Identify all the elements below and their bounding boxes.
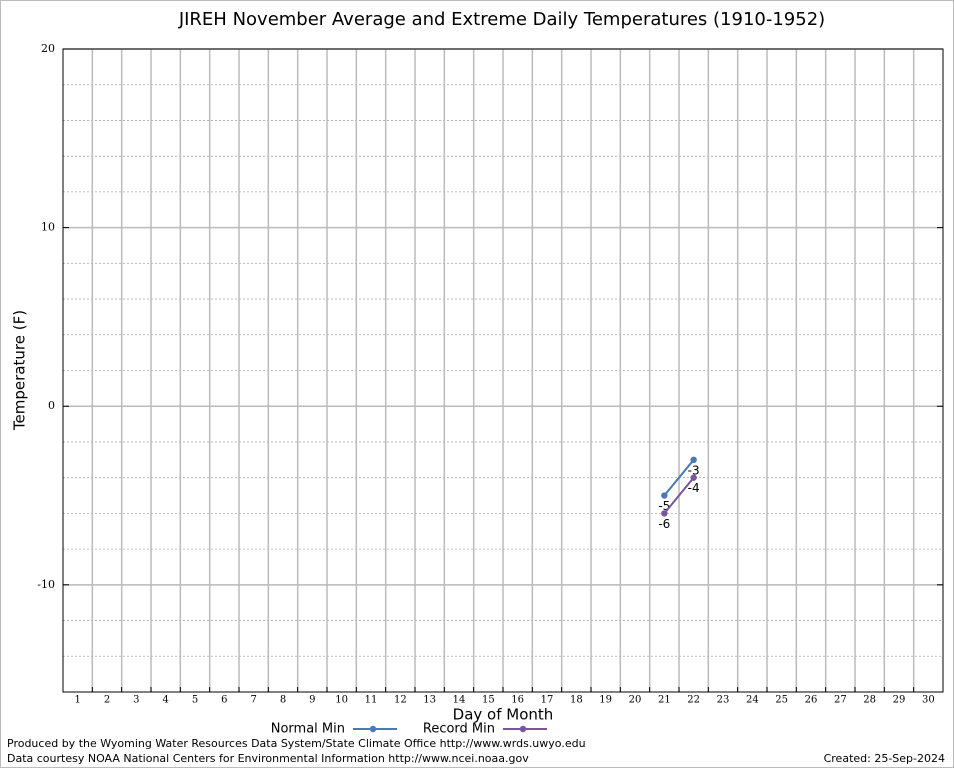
- data-label: -3: [688, 463, 700, 477]
- x-tick-label: 27: [834, 695, 847, 706]
- x-tick-label: 9: [309, 695, 315, 706]
- x-tick-label: 30: [922, 695, 935, 706]
- x-tick-label: 13: [423, 695, 436, 706]
- x-tick-label: 22: [687, 695, 700, 706]
- x-tick-label: 8: [280, 695, 286, 706]
- chart-title: JIREH November Average and Extreme Daily…: [178, 9, 825, 30]
- x-tick-label: 11: [365, 695, 378, 706]
- x-tick-label: 6: [221, 695, 227, 706]
- x-tick-label: 23: [717, 695, 730, 706]
- x-tick-label: 3: [133, 695, 139, 706]
- x-tick-label: 26: [805, 695, 818, 706]
- y-tick-label: 0: [48, 399, 55, 412]
- x-tick-label: 20: [629, 695, 642, 706]
- legend-marker: [519, 725, 527, 733]
- x-tick-label: 29: [893, 695, 906, 706]
- x-tick-label: 28: [863, 695, 876, 706]
- legend-label: Record Min: [423, 722, 495, 737]
- footer-created: Created: 25-Sep-2024: [824, 752, 945, 765]
- series-line: [663, 477, 695, 515]
- data-point: [661, 510, 668, 517]
- x-axis-label: Day of Month: [453, 706, 554, 724]
- y-tick-label: 10: [41, 221, 55, 234]
- x-tick-label: 25: [775, 695, 788, 706]
- x-tick-label: 12: [394, 695, 407, 706]
- y-axis-label: Temperature (F): [11, 310, 29, 431]
- x-tick-label: 1: [74, 695, 80, 706]
- series-line: [663, 459, 695, 497]
- legend-marker: [369, 725, 377, 733]
- data-point: [661, 492, 668, 499]
- y-tick-label: 20: [41, 42, 55, 55]
- footer-source: Data courtesy NOAA National Centers for …: [7, 752, 529, 765]
- y-tick-label: -10: [37, 578, 55, 591]
- x-tick-label: 4: [162, 695, 168, 706]
- legend-label: Normal Min: [271, 722, 345, 737]
- x-tick-label: 18: [570, 695, 583, 706]
- x-tick-label: 14: [453, 695, 466, 706]
- data-label: -4: [688, 481, 700, 495]
- x-tick-label: 17: [541, 695, 554, 706]
- x-tick-label: 19: [599, 695, 612, 706]
- footer-producer: Produced by the Wyoming Water Resources …: [7, 737, 586, 750]
- x-tick-label: 2: [104, 695, 110, 706]
- data-point: [690, 474, 697, 481]
- data-label: -5: [658, 499, 670, 513]
- x-tick-label: 16: [511, 695, 524, 706]
- plot-frame: [62, 48, 944, 693]
- x-tick-label: 24: [746, 695, 759, 706]
- data-label: -6: [658, 517, 670, 531]
- x-tick-label: 10: [335, 695, 348, 706]
- x-tick-label: 15: [482, 695, 495, 706]
- x-tick-label: 7: [250, 695, 256, 706]
- x-tick-label: 21: [658, 695, 671, 706]
- x-tick-label: 5: [192, 695, 198, 706]
- data-point: [690, 456, 697, 464]
